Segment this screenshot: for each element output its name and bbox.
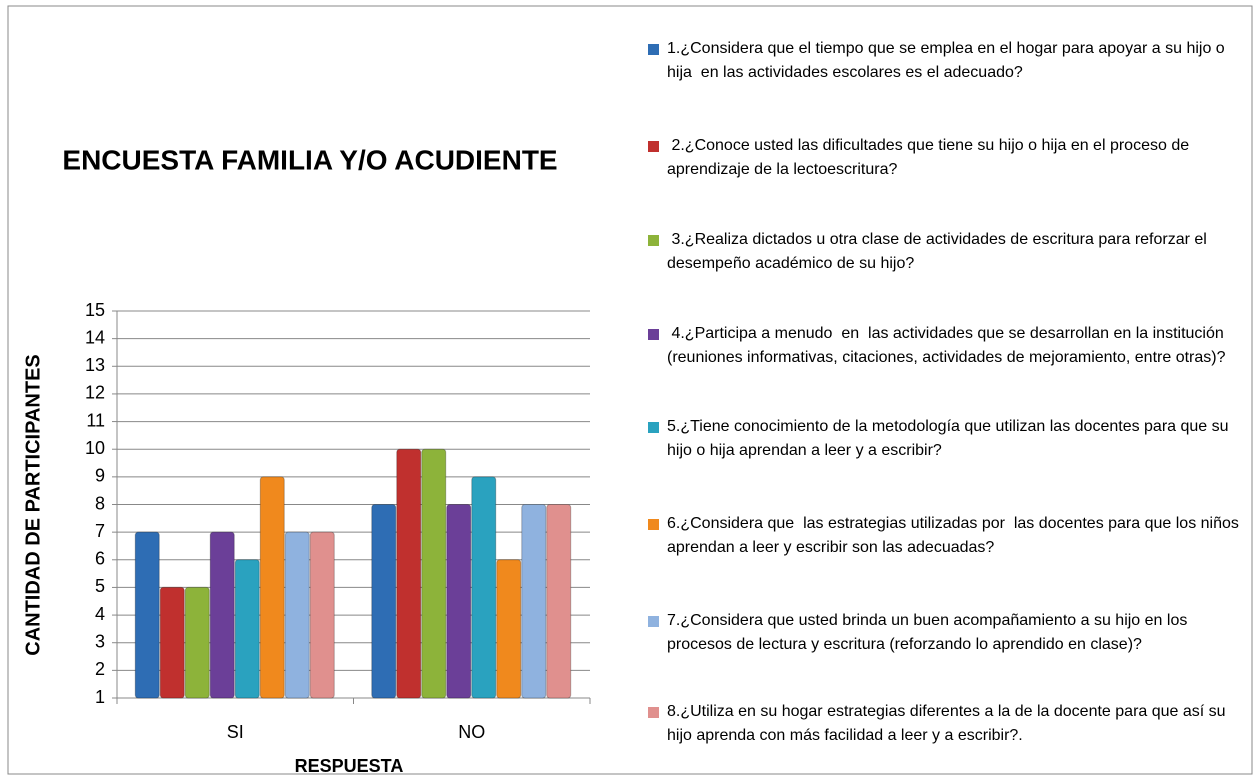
- bar: [546, 504, 572, 699]
- legend-swatch: [648, 519, 659, 530]
- y-tick-label: 5: [95, 576, 105, 596]
- y-tick-label: 2: [95, 659, 105, 679]
- y-tick-label: 10: [85, 438, 105, 458]
- x-tick-label: SI: [227, 722, 244, 742]
- legend-label: 4.¿Participa a menudo en las actividades…: [667, 325, 1229, 366]
- bar: [496, 559, 522, 699]
- legend-swatch: [648, 235, 659, 246]
- y-tick-label: 13: [85, 355, 105, 375]
- legend-entry: 4.¿Participa a menudo en las actividades…: [645, 322, 1250, 370]
- legend-entry: 7.¿Considera que usted brinda un buen ac…: [645, 609, 1250, 657]
- y-tick-label: 11: [86, 410, 105, 430]
- legend-swatch: [648, 616, 659, 627]
- legend-swatch: [648, 707, 659, 718]
- legend-entry: 5.¿Tiene conocimiento de la metodología …: [645, 415, 1250, 463]
- legend-entry: 1.¿Considera que el tiempo que se emplea…: [645, 37, 1250, 85]
- legend-swatch: [648, 141, 659, 152]
- y-tick-label: 7: [95, 521, 105, 541]
- y-tick-label: 6: [95, 549, 105, 569]
- legend-label: 6.¿Considera que las estrategias utiliza…: [667, 515, 1244, 556]
- legend-entry: 3.¿Realiza dictados u otra clase de acti…: [645, 228, 1250, 276]
- y-tick-label: 9: [95, 466, 105, 486]
- bar: [396, 448, 422, 699]
- y-tick-label: 4: [95, 604, 105, 624]
- bar: [309, 531, 335, 699]
- y-tick-label: 3: [95, 631, 105, 651]
- y-axis-label: CANTIDAD DE PARTICIPANTES: [22, 354, 44, 655]
- x-tick-label: NO: [458, 722, 485, 742]
- bar: [134, 531, 160, 699]
- y-tick-label: 12: [85, 383, 105, 403]
- bar: [184, 586, 210, 699]
- legend-label: 1.¿Considera que el tiempo que se emplea…: [667, 40, 1230, 81]
- legend-swatch: [648, 44, 659, 55]
- y-tick-label: 14: [85, 327, 105, 347]
- bar: [471, 476, 497, 699]
- bar: [521, 504, 547, 699]
- bar: [446, 504, 472, 699]
- bar: [421, 448, 447, 699]
- legend-entry: 2.¿Conoce usted las dificultades que tie…: [645, 134, 1250, 182]
- bar: [259, 476, 285, 699]
- legend-label: 5.¿Tiene conocimiento de la metodología …: [667, 418, 1233, 459]
- legend-swatch: [648, 329, 659, 340]
- chart-title: ENCUESTA FAMILIA Y/O ACUDIENTE: [62, 144, 557, 175]
- legend-entry: 6.¿Considera que las estrategias utiliza…: [645, 512, 1250, 560]
- bar: [371, 504, 397, 699]
- legend-swatch: [648, 422, 659, 433]
- legend-label: 3.¿Realiza dictados u otra clase de acti…: [667, 231, 1212, 272]
- y-tick-label: 8: [95, 493, 105, 513]
- bar: [284, 531, 310, 699]
- legend-label: 8.¿Utiliza en su hogar estrategias difer…: [667, 703, 1231, 744]
- y-tick-label: 1: [95, 687, 105, 707]
- legend-entry: 8.¿Utiliza en su hogar estrategias difer…: [645, 700, 1250, 748]
- bar: [209, 531, 235, 699]
- legend-label: 7.¿Considera que usted brinda un buen ac…: [667, 612, 1192, 653]
- bar: [234, 559, 260, 699]
- legend-label: 2.¿Conoce usted las dificultades que tie…: [667, 137, 1194, 178]
- bar: [159, 586, 185, 699]
- x-axis-label: RESPUESTA: [295, 756, 404, 776]
- y-tick-label: 15: [85, 300, 105, 320]
- frame: [7, 5, 1253, 775]
